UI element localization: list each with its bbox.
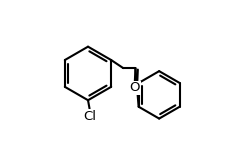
Text: O: O <box>129 82 139 94</box>
Text: Cl: Cl <box>83 110 96 123</box>
